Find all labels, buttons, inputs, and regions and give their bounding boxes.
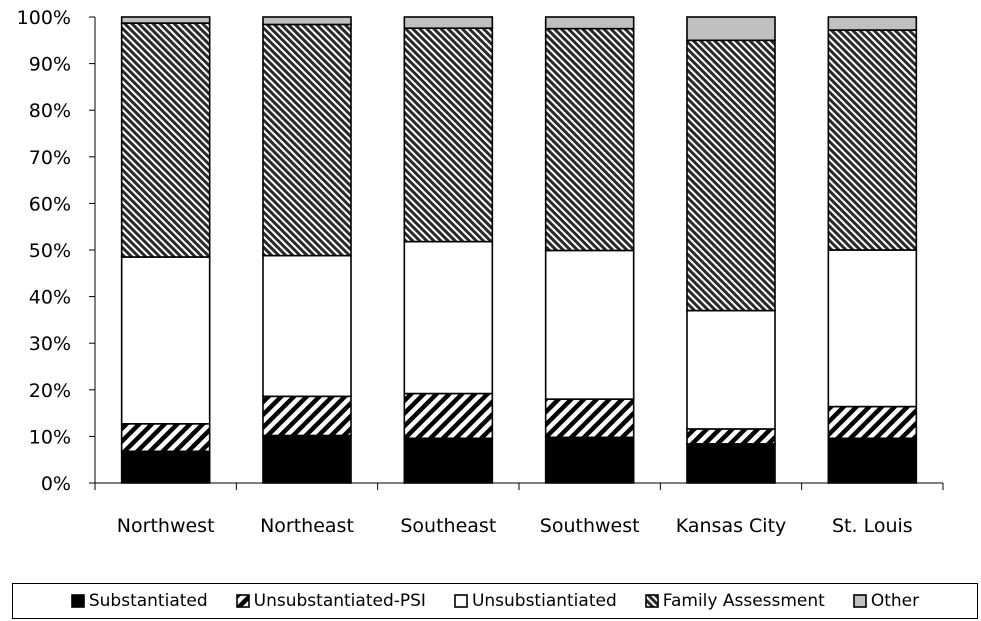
bar-segment-substantiated-st-louis [827, 437, 918, 484]
bar-segment-substantiated-southwest [544, 436, 635, 484]
bar-segment-family-assessment-northwest [120, 22, 211, 258]
bar-segment-other-southeast [403, 16, 494, 29]
x-tick-label: Southwest [540, 515, 640, 537]
x-tick-label: St. Louis [832, 515, 913, 537]
y-tick-label: 0% [41, 473, 71, 495]
bar-segment-unsubstiantiated-northwest [120, 256, 211, 425]
bar-segment-substantiated-southeast [403, 437, 494, 484]
legend-item: Unsubstiantiated [454, 591, 617, 611]
bar-segment-unsubstiantiated-southeast [403, 240, 494, 395]
bar-segment-substantiated-northeast [262, 434, 352, 484]
y-tick-label: 30% [29, 333, 71, 355]
legend-label: Other [870, 591, 920, 611]
bar-segment-other-northeast [262, 16, 352, 26]
bar-segment-substantiated-northwest [120, 450, 211, 484]
y-tick-label: 40% [29, 287, 71, 309]
stacked-bar-chart: 0% 10% 20% 30% 40% 50% 60% 70% 80% 90% 100% Northwe… [17, 7, 944, 537]
bar-segment-unsubstiantiated-st-louis [827, 249, 918, 408]
bar-segment-unsubstantiated-psi-northeast [262, 395, 352, 437]
legend-item: Family Assessment [644, 591, 825, 611]
y-tick-label: 80% [29, 100, 71, 122]
bar-segment-unsubstiantiated-northeast [262, 254, 352, 398]
bar-segment-other-kansas-city [686, 16, 776, 42]
bar-segment-family-assessment-northeast [262, 23, 352, 257]
y-tick-label: 50% [29, 240, 71, 262]
bar-segment-unsubstantiated-psi-st-louis [827, 405, 918, 440]
legend-item: Substantiated [71, 591, 208, 611]
legend-swatch [454, 594, 468, 608]
legend-item: Unsubstantiated-PSI [235, 591, 426, 611]
legend-label: Family Assessment [662, 591, 825, 611]
y-tick-label: 20% [29, 380, 71, 402]
bar-segment-unsubstantiated-psi-southeast [403, 392, 494, 440]
legend-swatch [235, 594, 250, 608]
y-tick-label: 100% [17, 7, 71, 29]
bar-segment-family-assessment-st-louis [827, 29, 918, 251]
bar-segment-unsubstantiated-psi-southwest [544, 398, 635, 439]
legend-label: Unsubstiantiated [471, 591, 617, 611]
bar-segment-family-assessment-southeast [403, 27, 494, 243]
bar-segment-family-assessment-southwest [544, 27, 635, 252]
y-tick-label: 60% [29, 193, 71, 215]
bar-segment-unsubstantiated-psi-kansas-city [686, 428, 776, 445]
y-tick-label: 70% [29, 147, 71, 169]
y-tick-label: 10% [29, 426, 71, 448]
bar-segment-family-assessment-kansas-city [686, 39, 776, 312]
bar-segment-unsubstantiated-psi-northwest [120, 423, 211, 453]
legend-swatch [853, 594, 867, 608]
x-tick-label: Northeast [260, 515, 354, 537]
bar-segment-unsubstiantiated-southwest [544, 249, 635, 400]
bar-segment-unsubstiantiated-kansas-city [686, 309, 776, 430]
y-tick-label: 90% [29, 54, 71, 76]
legend-label: Substantiated [88, 591, 208, 611]
bar-segment-substantiated-kansas-city [686, 443, 776, 484]
legend-item: Other [853, 591, 919, 611]
x-tick-label: Kansas City [676, 515, 787, 537]
x-tick-label: Northwest [117, 515, 215, 537]
chart-legend: Substantiated Unsubstantiated-PSI Unsubsti… [12, 583, 978, 619]
x-tick-label: Southeast [400, 515, 496, 537]
bar-segment-other-southwest [544, 16, 635, 30]
legend-swatch [71, 594, 85, 608]
bar-segment-other-st-louis [827, 16, 918, 31]
bar-segment-other-northwest [120, 16, 211, 24]
legend-swatch [644, 594, 659, 608]
legend-label: Unsubstantiated-PSI [253, 591, 426, 611]
